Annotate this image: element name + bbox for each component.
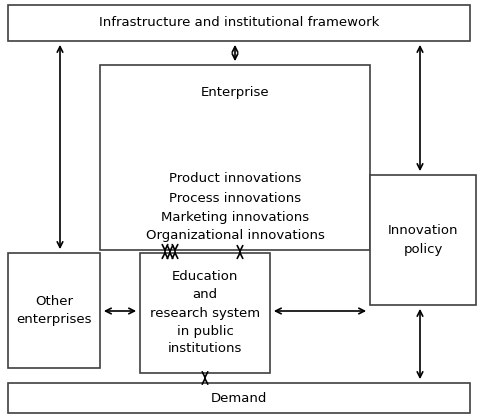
Text: Product innovations
Process innovations
Marketing innovations
Organizational inn: Product innovations Process innovations … bbox=[145, 173, 324, 242]
Text: Other
enterprises: Other enterprises bbox=[16, 295, 91, 326]
Text: Demand: Demand bbox=[211, 392, 267, 405]
Text: Infrastructure and institutional framework: Infrastructure and institutional framewo… bbox=[99, 16, 378, 30]
Text: Education
and
research system
in public
institutions: Education and research system in public … bbox=[150, 270, 259, 355]
Bar bbox=[140, 253, 270, 373]
Bar bbox=[369, 175, 475, 305]
Text: Innovation
policy: Innovation policy bbox=[387, 224, 457, 255]
Text: Enterprise: Enterprise bbox=[200, 86, 269, 99]
Bar bbox=[8, 5, 469, 41]
Bar bbox=[8, 383, 469, 413]
Bar bbox=[8, 253, 100, 368]
Bar bbox=[100, 65, 369, 250]
